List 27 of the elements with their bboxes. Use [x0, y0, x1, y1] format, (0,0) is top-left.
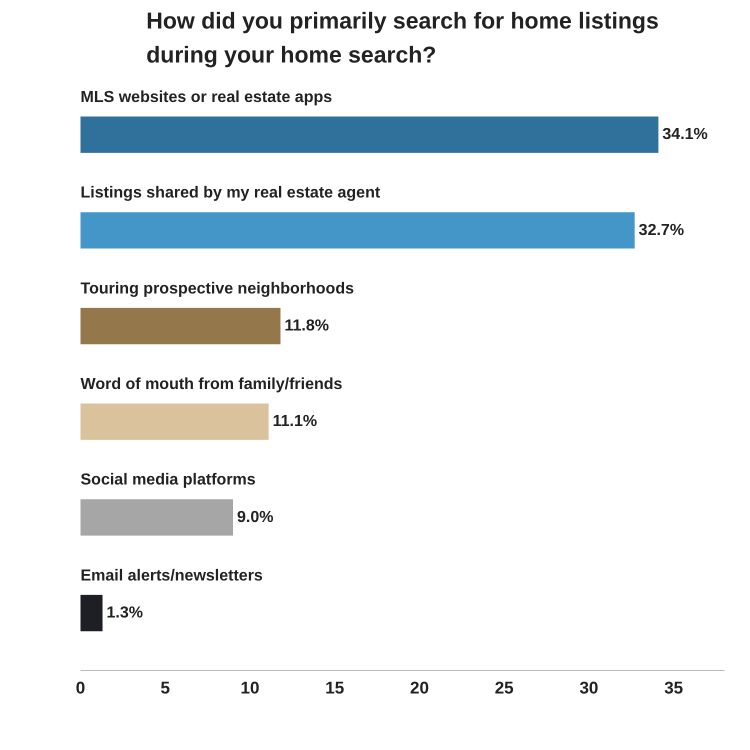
data-label: 32.7% — [638, 222, 684, 239]
bar — [80, 499, 234, 536]
y-tick-label: Touring prospective neighborhoods — [80, 280, 354, 298]
bar — [80, 212, 635, 249]
x-tick-label: 30 — [579, 678, 598, 698]
y-tick-label: Social media platforms — [80, 472, 256, 489]
data-label: 1.3% — [106, 604, 143, 622]
x-tick-label: 10 — [240, 678, 260, 698]
data-label: 34.1% — [662, 126, 708, 144]
data-label: 11.8% — [284, 318, 329, 335]
bar — [80, 308, 280, 344]
bar — [80, 594, 103, 632]
chart-title: How did you primarily search for home listings during your home search? — [146, 8, 659, 68]
x-tick-label: 15 — [325, 678, 344, 698]
bar — [80, 404, 269, 440]
x-tick-label: 5 — [160, 678, 170, 698]
y-tick-label: Word of mouth from family/friends — [80, 376, 343, 394]
y-tick-label: MLS websites or real estate apps — [80, 88, 332, 106]
x-tick-label: 20 — [410, 678, 429, 698]
data-label: 9.0% — [237, 508, 274, 526]
bar — [80, 116, 658, 153]
y-tick-label: Email alerts/newsletters — [80, 567, 263, 584]
x-tick-label: 25 — [494, 678, 514, 698]
x-tick-label: 35 — [664, 678, 684, 698]
y-tick-label: Listings shared by my real estate agent — [80, 184, 381, 202]
data-label: 11.1% — [272, 413, 318, 430]
x-tick-label: 0 — [76, 678, 86, 698]
